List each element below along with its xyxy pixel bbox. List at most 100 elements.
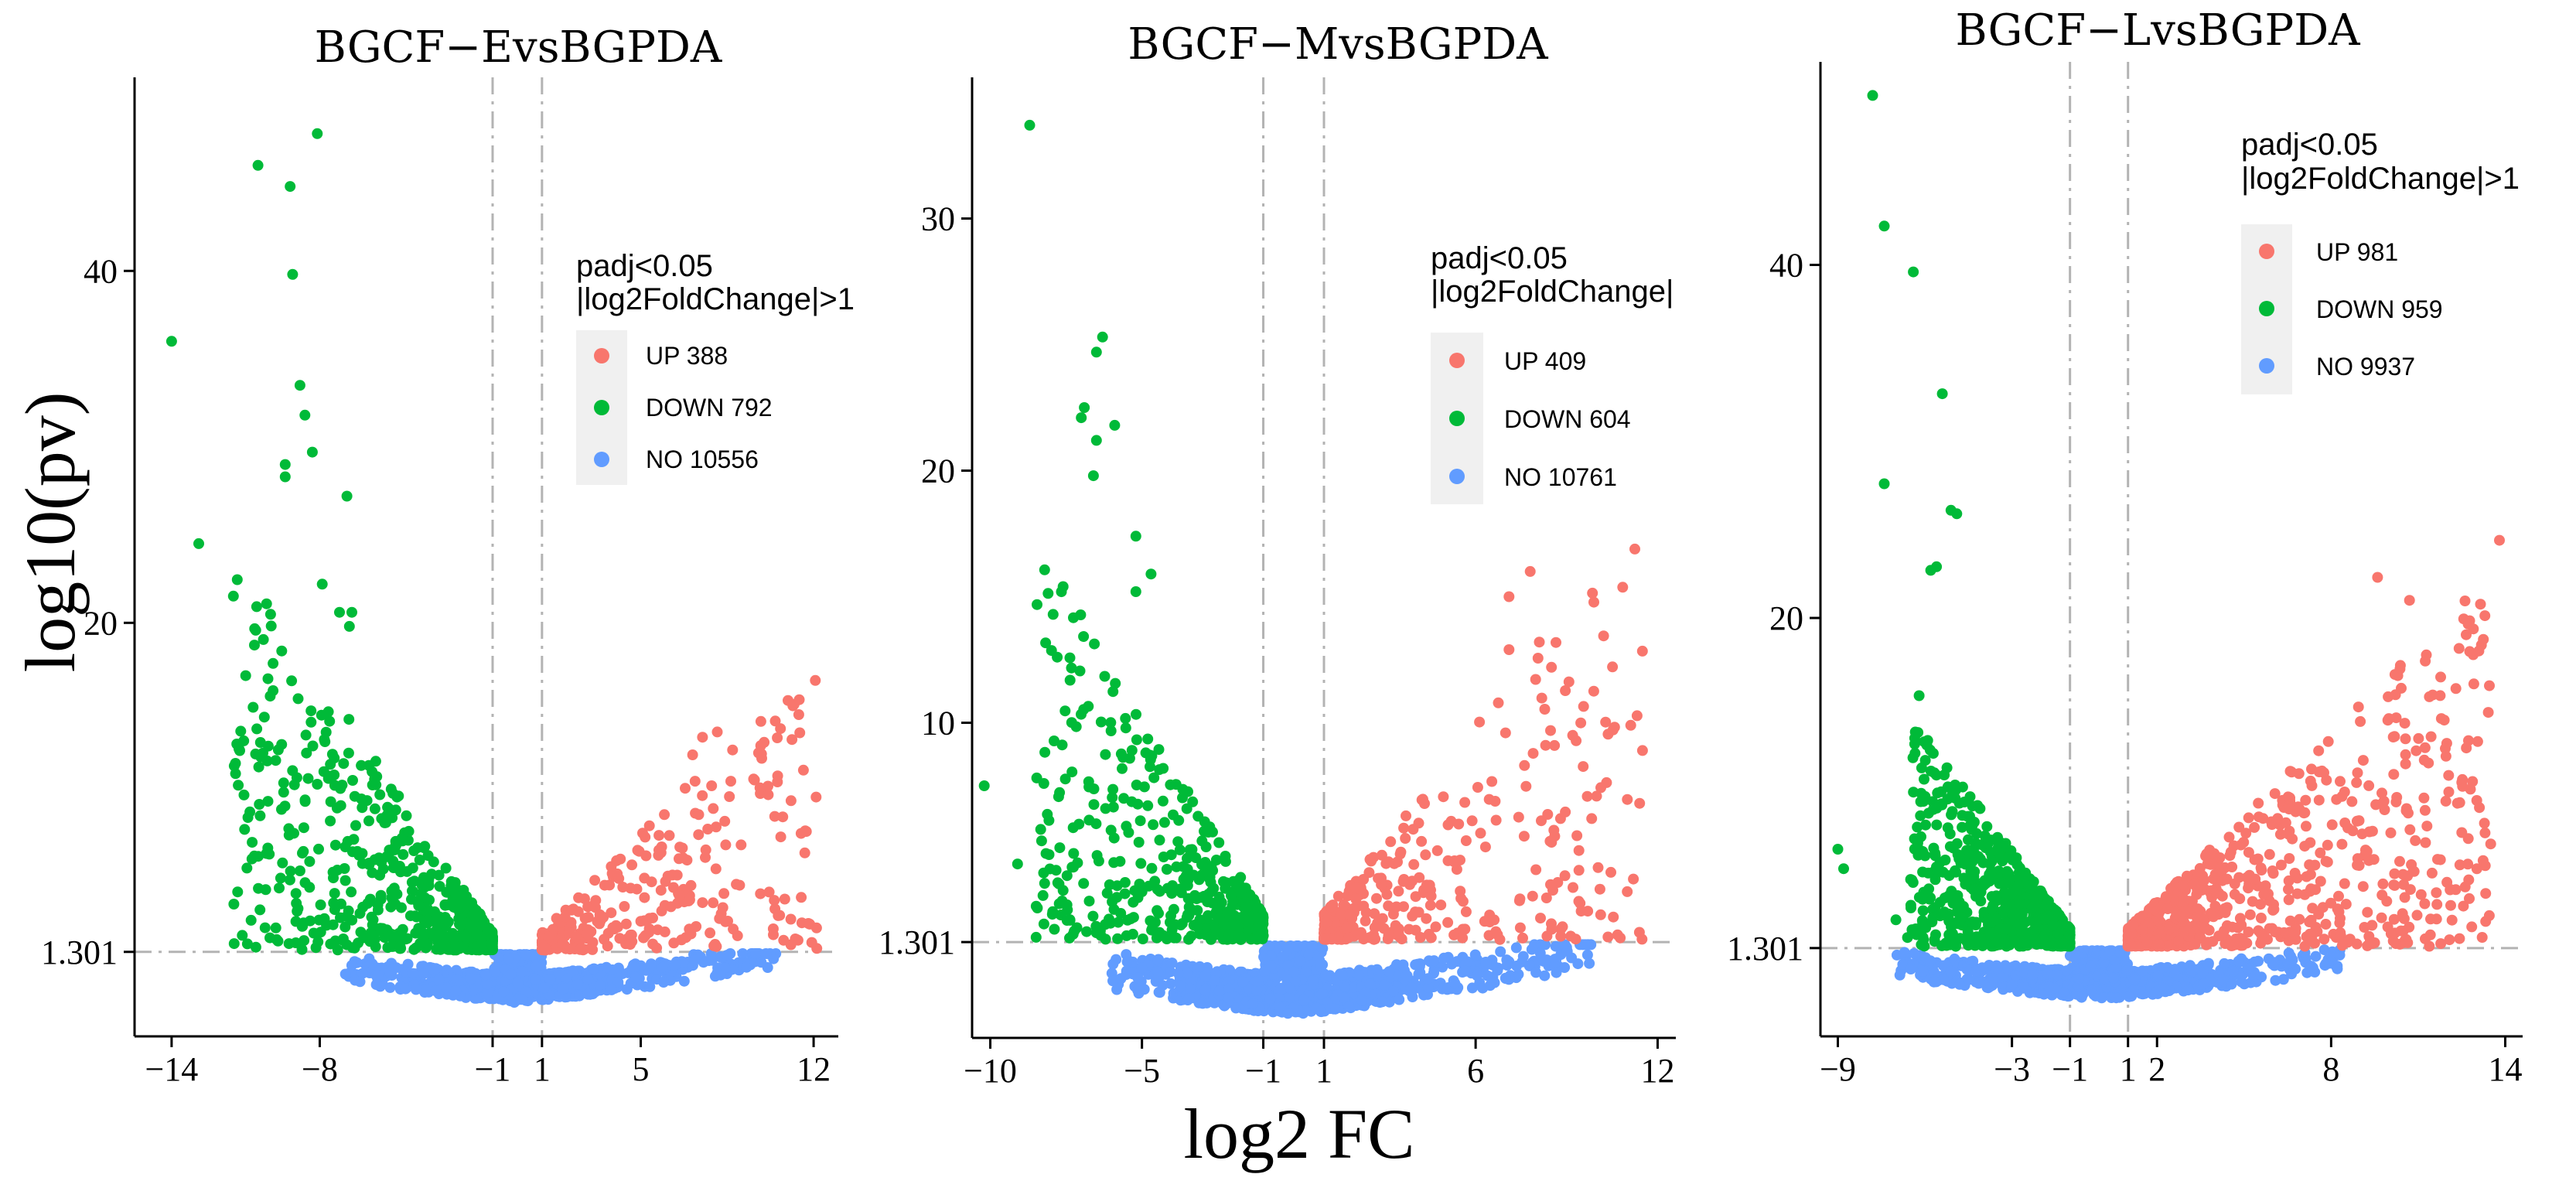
up-point	[1486, 776, 1498, 787]
down-point	[249, 623, 261, 634]
no-point	[346, 960, 357, 971]
down-point	[1251, 912, 1263, 923]
legend-title-line-1: padj<0.05	[576, 249, 713, 283]
no-point	[1223, 983, 1235, 995]
down-points	[978, 119, 1269, 945]
no-point	[1175, 980, 1186, 992]
up-point	[800, 826, 812, 838]
down-point	[1070, 721, 1082, 732]
no-point	[1182, 968, 1193, 979]
up-point	[797, 764, 809, 776]
down-point	[238, 735, 250, 746]
up-point	[799, 847, 810, 858]
down-point	[1079, 402, 1090, 413]
down-point	[1053, 878, 1065, 889]
down-point	[1878, 220, 1890, 232]
no-point	[2001, 963, 2013, 974]
up-point	[1573, 845, 1585, 856]
up-point	[700, 844, 711, 855]
up-point	[1431, 845, 1443, 856]
no-point	[1183, 993, 1195, 1005]
down-point	[371, 771, 383, 783]
no-point	[2121, 965, 2133, 976]
down-point	[232, 886, 244, 898]
no-point	[408, 968, 419, 979]
up-point	[1489, 914, 1500, 926]
down-point	[397, 848, 409, 860]
up-point	[572, 906, 584, 917]
down-point	[486, 928, 498, 940]
down-point	[1196, 835, 1208, 847]
up-point	[720, 839, 732, 851]
up-point	[647, 912, 658, 923]
down-point	[1931, 862, 1942, 872]
no-point	[2114, 946, 2125, 957]
down-point	[324, 715, 336, 727]
no-point	[2052, 969, 2063, 981]
up-point	[711, 726, 723, 738]
down-point	[1100, 749, 1111, 760]
legend-no-label: NO 10761	[1504, 463, 1617, 491]
down-point	[1090, 818, 1102, 830]
down-point	[1039, 564, 1050, 575]
up-point	[651, 942, 663, 954]
down-point	[1208, 882, 1220, 894]
no-point	[750, 948, 762, 959]
down-point	[276, 645, 288, 657]
down-point	[321, 920, 333, 931]
down-point	[1105, 725, 1117, 736]
no-point	[760, 948, 772, 959]
down-point	[1142, 733, 1154, 745]
down-point	[1120, 722, 1131, 734]
no-point	[1379, 979, 1390, 991]
down-point	[476, 937, 488, 948]
up-point	[1344, 909, 1356, 920]
no-point	[1538, 955, 1549, 967]
up-points	[1319, 543, 1648, 945]
no-point	[1438, 952, 1450, 964]
down-point	[388, 882, 400, 894]
up-point	[606, 861, 617, 872]
up-point	[1575, 906, 1587, 917]
down-point	[374, 789, 386, 800]
y-tick-label: 30	[921, 200, 955, 238]
down-point	[1213, 904, 1224, 916]
panel-title: BGCF−LvsBGPDA	[1955, 5, 2360, 56]
up-point	[1493, 697, 1504, 708]
up-point	[1343, 932, 1354, 944]
up-point	[656, 841, 667, 852]
no-point	[678, 975, 690, 987]
x-tick-label: −14	[145, 1050, 198, 1088]
down-point	[1130, 586, 1141, 597]
no-point	[450, 985, 462, 997]
down-point	[258, 712, 270, 723]
up-point	[1636, 745, 1648, 756]
down-point	[363, 815, 374, 827]
no-point	[1282, 944, 1294, 954]
no-point	[2152, 970, 2164, 981]
up-point	[1560, 806, 1571, 817]
no-point	[2277, 974, 2289, 985]
up-point	[1555, 930, 1567, 942]
up-point	[1390, 920, 1401, 931]
no-point	[1472, 970, 1483, 981]
down-point	[1148, 819, 1159, 831]
no-point	[370, 979, 382, 991]
up-point	[1494, 933, 1506, 945]
no-point	[1929, 976, 1940, 988]
up-point	[1578, 701, 1589, 712]
no-point	[2169, 964, 2181, 975]
no-point	[670, 959, 681, 971]
no-point	[1265, 961, 1277, 972]
no-point	[1511, 961, 1523, 971]
up-point	[1633, 927, 1645, 938]
up-point	[1397, 875, 1409, 887]
down-point	[312, 779, 323, 790]
no-point	[1274, 984, 1286, 995]
down-point	[251, 723, 263, 735]
down-point	[259, 922, 271, 933]
down-point	[397, 835, 408, 847]
down-point	[242, 812, 254, 823]
no-point	[480, 969, 492, 981]
down-point	[292, 903, 304, 914]
